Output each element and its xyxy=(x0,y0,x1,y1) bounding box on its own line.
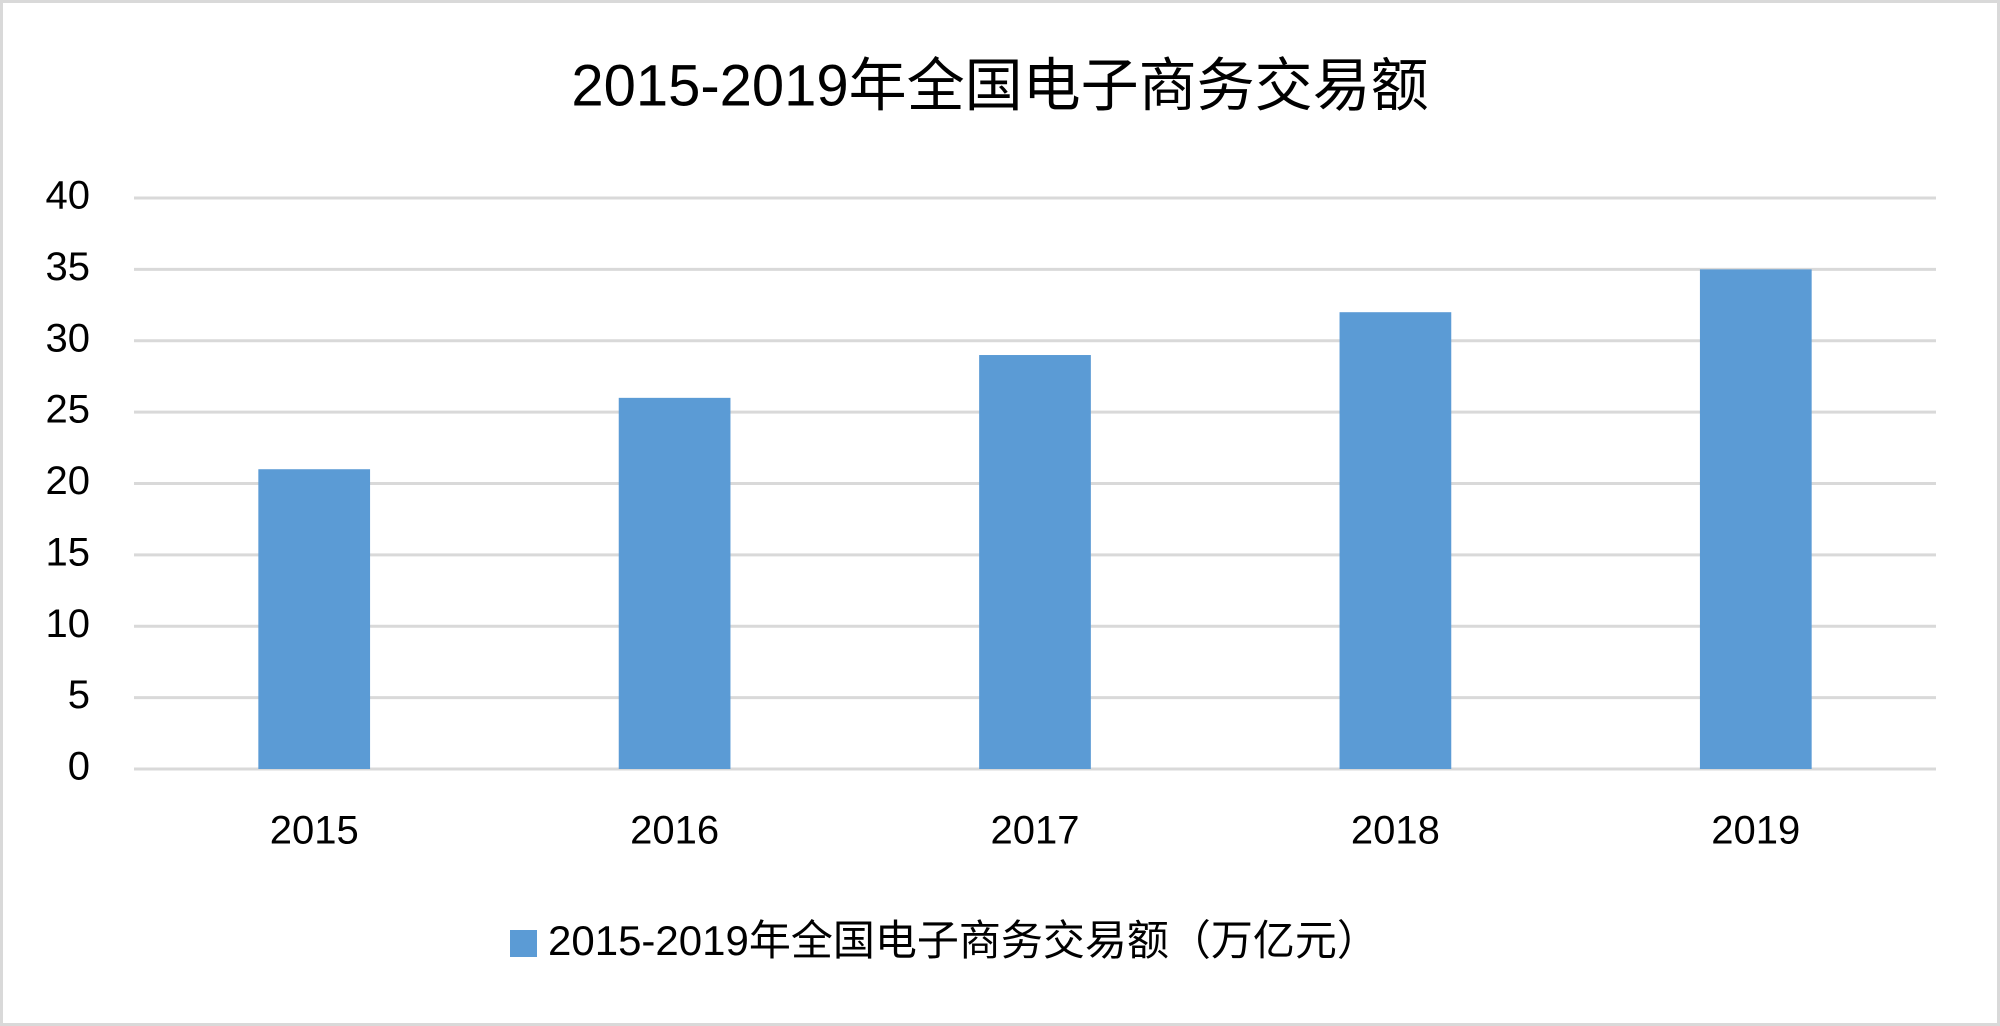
legend-label: 2015-2019年全国电子商务交易额（万亿元） xyxy=(548,917,1379,964)
x-tick-label: 2018 xyxy=(1351,809,1440,853)
x-tick-label: 2016 xyxy=(630,809,719,853)
bar xyxy=(1339,312,1452,769)
y-tick-label: 40 xyxy=(46,174,91,218)
y-tick-label: 25 xyxy=(46,388,91,432)
y-tick-label: 20 xyxy=(46,459,91,503)
legend-swatch xyxy=(510,930,537,957)
bar xyxy=(258,469,371,769)
x-tick-label: 2019 xyxy=(1711,809,1800,853)
bar xyxy=(1699,269,1812,769)
bar xyxy=(618,397,731,769)
y-tick-label: 30 xyxy=(46,316,91,360)
x-tick-label: 2015 xyxy=(270,809,359,853)
y-tick-label: 35 xyxy=(46,245,91,289)
y-tick-label: 10 xyxy=(46,602,91,646)
bar xyxy=(979,355,1091,769)
y-tick-label: 0 xyxy=(68,745,90,789)
chart-title: 2015-2019年全国电子商务交易额 xyxy=(571,53,1428,118)
y-tick-label: 5 xyxy=(68,673,90,717)
x-tick-label: 2017 xyxy=(991,809,1080,853)
y-tick-label: 15 xyxy=(46,530,91,574)
